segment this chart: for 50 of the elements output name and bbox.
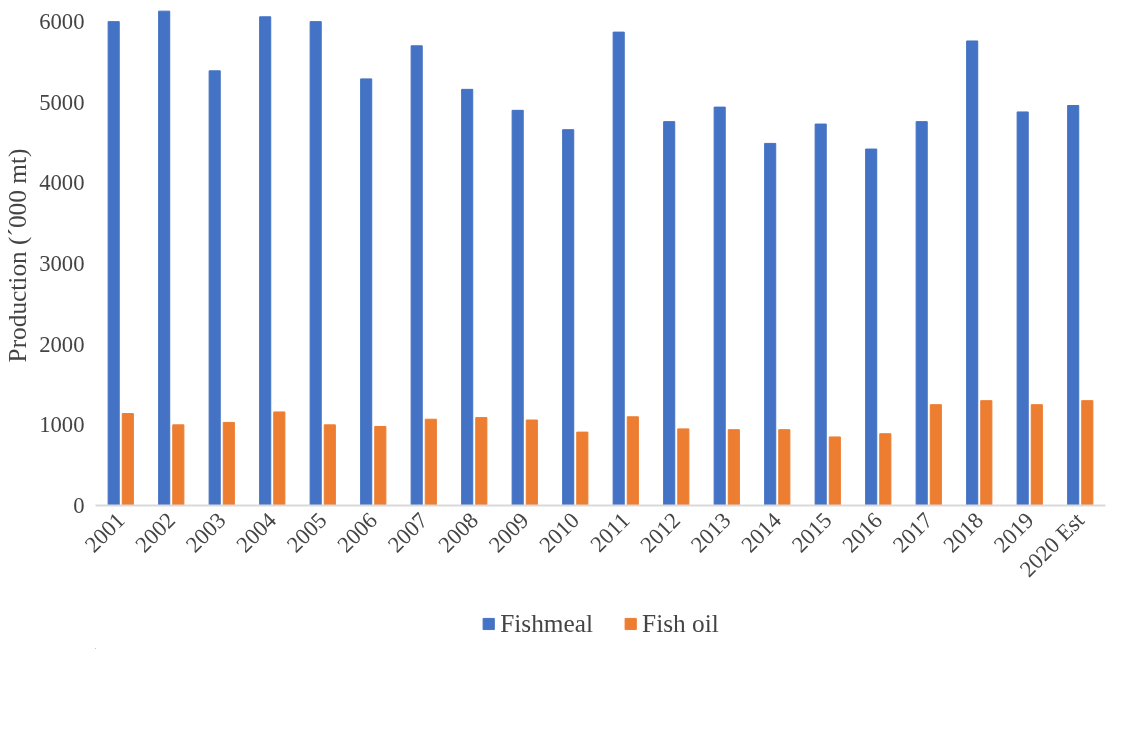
- legend-label: Fish oil: [642, 608, 719, 638]
- bar: [814, 123, 827, 506]
- bar: [410, 45, 423, 506]
- bar: [461, 88, 474, 506]
- bar: [663, 121, 676, 506]
- y-tick-label: 5000: [39, 89, 85, 115]
- bar: [980, 400, 993, 506]
- bar: [511, 109, 524, 506]
- bar: [879, 433, 892, 506]
- legend-label: Fishmeal: [500, 608, 594, 638]
- bar: [865, 148, 878, 506]
- y-tick-label: 1000: [39, 412, 85, 438]
- bar: [475, 417, 488, 506]
- bar: [677, 428, 690, 506]
- bar: [273, 411, 286, 506]
- bar: [208, 70, 221, 506]
- y-tick-label: 2000: [39, 331, 85, 357]
- bar: [525, 419, 538, 506]
- bar: [966, 40, 979, 506]
- bar: [259, 16, 272, 506]
- bar: [360, 78, 373, 506]
- y-tick-label: 0: [73, 493, 85, 518]
- bar: [222, 421, 235, 506]
- y-tick-label: 6000: [39, 9, 85, 35]
- y-axis-title: Production (ˊ000 mt): [3, 148, 33, 363]
- bar: [828, 436, 841, 506]
- bar: [929, 404, 942, 506]
- y-tick-label: 3000: [39, 251, 85, 277]
- bar: [309, 21, 322, 506]
- bar: [727, 429, 740, 506]
- bar: [1081, 400, 1094, 506]
- bar: [172, 424, 185, 506]
- bar: [626, 416, 639, 506]
- bar: [1016, 111, 1029, 506]
- bar: [374, 425, 387, 506]
- bar: [713, 106, 726, 506]
- bar: [158, 10, 171, 506]
- bar: [121, 413, 134, 506]
- bar: [107, 21, 120, 506]
- bar: [424, 418, 437, 506]
- bar: [323, 424, 336, 506]
- bar: [1067, 105, 1080, 506]
- bar: [1030, 404, 1043, 506]
- bar: [576, 431, 589, 506]
- bar: [778, 429, 791, 506]
- bar: [612, 31, 625, 506]
- bar: [764, 142, 777, 506]
- y-tick-label: 4000: [39, 170, 85, 196]
- bar: [915, 121, 928, 506]
- bar: [562, 129, 575, 506]
